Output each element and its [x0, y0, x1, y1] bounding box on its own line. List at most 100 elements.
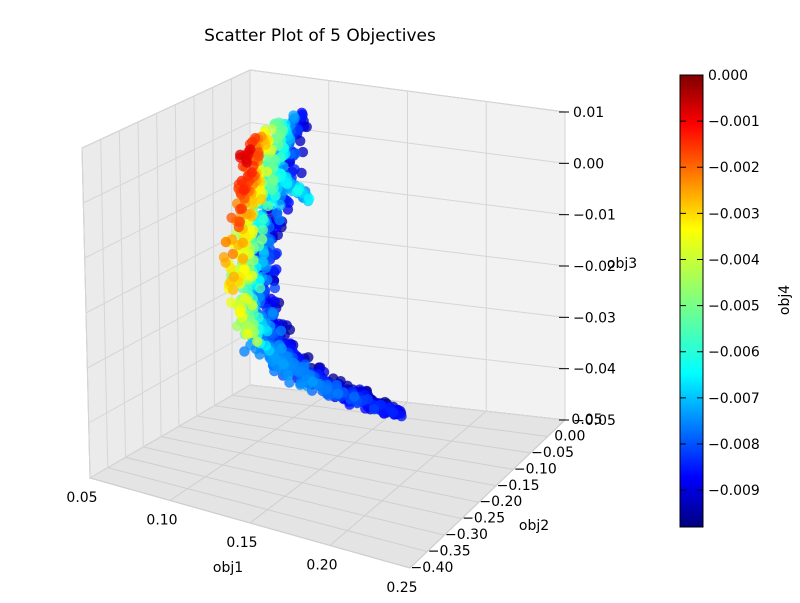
scatter-point	[289, 164, 300, 175]
grid-line-z	[249, 384, 566, 421]
grid-line-z	[249, 332, 566, 370]
scatter-point	[282, 178, 293, 190]
colorbar-tick-label: −0.006	[708, 345, 760, 361]
y-tick-label: −0.05	[531, 445, 574, 461]
scatter-point	[362, 394, 373, 405]
colorbar-tick-label: −0.003	[708, 206, 760, 222]
scatter-point	[236, 203, 248, 214]
scatter-point	[258, 214, 269, 225]
scatter-point	[218, 252, 230, 263]
scatter-point	[252, 336, 263, 347]
y-tick-label: −0.25	[462, 511, 505, 527]
colorbar-tick-label: −0.007	[708, 391, 760, 407]
colorbar-tick-label: −0.004	[708, 252, 760, 268]
x-tick-label: 0.10	[146, 513, 177, 529]
scatter-point	[247, 300, 258, 311]
z-axis-label: obj3	[607, 256, 637, 272]
grid-line-x	[329, 410, 487, 546]
scatter-point	[331, 379, 342, 391]
x-tick-label: 0.15	[226, 535, 257, 551]
scatter-point	[227, 284, 239, 295]
scatter-point	[267, 307, 278, 318]
grid-line-z	[249, 69, 566, 113]
colorbar-tick-label: 0.000	[708, 68, 748, 84]
colorbar-tick-label: −0.008	[708, 437, 760, 453]
scatter-point	[238, 184, 250, 196]
scatter-point	[220, 236, 232, 248]
x-tick-label: 0.05	[66, 490, 97, 506]
y-tick-label: 0.05	[571, 412, 602, 428]
scatter-point	[293, 366, 304, 377]
x-tick-label: 0.25	[386, 580, 417, 596]
scatter-point	[235, 149, 246, 160]
scatter-point	[275, 325, 287, 336]
scatter-point	[288, 110, 299, 121]
colorbar-tick-label: −0.005	[708, 299, 760, 315]
scatter-point	[241, 157, 252, 168]
grid-line-z	[249, 227, 566, 267]
scatter-point	[256, 194, 267, 205]
scatter-point	[269, 282, 281, 294]
scatter-point	[288, 357, 299, 369]
y-tick-label: −0.15	[497, 478, 540, 494]
scatter-point	[387, 407, 399, 418]
scatter-point	[226, 212, 237, 223]
y-tick-label: −0.20	[479, 494, 522, 510]
scatter-point	[246, 167, 258, 178]
scatter-point	[254, 349, 265, 360]
scatter-point	[278, 359, 289, 370]
z-tick-label: 0.01	[573, 105, 604, 121]
grid-line-y	[196, 415, 514, 470]
scatter-point	[239, 264, 250, 275]
scatter-point	[276, 343, 287, 354]
scatter-point	[291, 186, 303, 197]
grid-line-z-left	[89, 384, 251, 479]
scatter-point	[271, 133, 283, 144]
colorbar-tick-label: −0.001	[708, 114, 760, 130]
scatter-point	[236, 175, 247, 187]
grid-line-z-left	[87, 279, 251, 369]
scatter-point	[245, 144, 256, 155]
y-axis-label: obj2	[519, 518, 549, 534]
y-tick-label: −0.30	[445, 527, 488, 543]
grid-line-z-left	[83, 122, 251, 204]
grid-line-y	[143, 446, 462, 520]
scatter-point	[261, 166, 273, 177]
scatter-point	[368, 404, 380, 415]
grid-line-y	[125, 456, 445, 536]
scatter-point	[274, 214, 285, 226]
scatter-point	[304, 193, 315, 204]
scatter-point	[254, 283, 266, 294]
grid-line-y	[214, 405, 531, 454]
scatter-point	[232, 320, 243, 332]
colorbar-tick-label: −0.002	[708, 160, 760, 176]
scatter-point	[240, 292, 251, 304]
z-tick-label: −0.01	[573, 208, 616, 224]
y-tick-label: 0.00	[554, 428, 585, 444]
z-tick-label: −0.05	[573, 413, 616, 429]
scatter-point	[269, 296, 280, 307]
grid-line-z-left	[84, 174, 251, 259]
axis-ticks: 0.05 0.10 0.15 0.20 0.25 −0.40−0.35−0.30−0.25…	[66, 105, 616, 596]
scatter-point	[242, 329, 253, 340]
z-tick-label: −0.03	[573, 310, 616, 326]
y-tick-label: −0.40	[411, 560, 454, 576]
scatter-point	[228, 271, 239, 282]
grid-line-x	[169, 393, 330, 501]
scatter-point	[237, 237, 248, 248]
grid-line-z	[249, 279, 566, 318]
scatter-point	[396, 411, 407, 422]
scatter-points	[218, 107, 407, 422]
scatter-point	[225, 297, 237, 308]
grid-line-y	[107, 467, 428, 553]
scatter-point	[234, 306, 246, 318]
z-tick-label: −0.02	[573, 259, 616, 275]
grid-line-z-left	[81, 69, 251, 149]
grid-line-y	[89, 477, 411, 569]
scatter-point	[282, 370, 294, 381]
x-tick-label: 0.20	[306, 558, 337, 574]
scatter-point	[349, 391, 360, 402]
scatter-point	[237, 253, 249, 264]
grid-line-x	[249, 402, 408, 524]
scatter-point	[267, 174, 278, 185]
